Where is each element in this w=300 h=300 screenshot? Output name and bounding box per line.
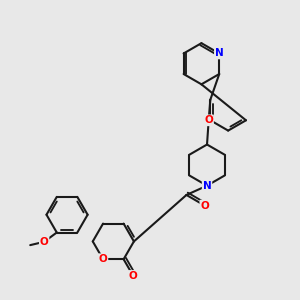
Text: O: O <box>204 115 213 125</box>
Text: O: O <box>129 271 138 281</box>
Text: O: O <box>200 201 209 211</box>
Text: N: N <box>215 48 224 59</box>
Text: O: O <box>99 254 107 264</box>
Text: O: O <box>40 237 49 247</box>
Text: N: N <box>202 181 211 191</box>
